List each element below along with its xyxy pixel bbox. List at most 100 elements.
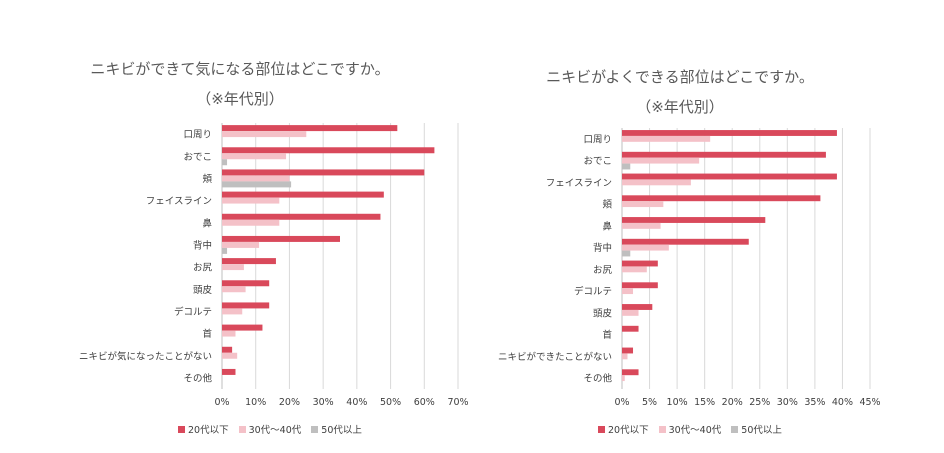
category-label: デコルテ [174,306,212,318]
x-tick-label: 0% [214,397,229,408]
bar-1 [622,151,826,158]
x-tick-label: 70% [447,397,468,408]
category-label: デコルテ [574,286,612,298]
chart-subtitle: （※年代別） [196,90,284,108]
legend-swatch [658,425,666,433]
bar-2 [622,201,664,208]
chart-plot: 0% 10% 20% 30% 40% 50% 60% 70% 口周りおでこ頬フェイスライン鼻背中… [79,123,469,408]
x-tick-label: 60% [414,397,435,408]
bar-2 [622,266,647,273]
bar-2 [622,288,634,295]
bar-1 [222,169,425,176]
x-tick-label: 20% [279,397,300,408]
bar-1 [622,238,749,245]
bar-1 [222,302,270,309]
category-label: おでこ [583,156,612,167]
bar-2 [622,222,661,229]
category-label: 背中 [193,239,212,251]
legend-swatch [311,425,319,433]
legend-item: 20代以下 [178,422,229,436]
bar-1 [222,258,276,265]
x-tick-label: 0% [614,397,629,408]
bar-1 [622,282,658,289]
x-tick-label: 30% [777,397,798,408]
bar-2 [222,175,290,182]
chart-right: ニキビがよくできる部位はどこですか。 （※年代別） 0% 5% 10% 15% 20% 2… [480,0,944,453]
category-label: 頬 [602,199,612,211]
bar-1 [622,217,766,223]
category-label: フェイスライン [546,178,612,189]
legend-label: 50代以上 [321,425,362,436]
bar-1 [222,280,270,287]
bar-2 [622,309,639,316]
legend-swatch [238,425,246,433]
bar-2 [622,179,691,186]
category-label: 首 [602,329,612,341]
bar-2 [222,153,287,160]
x-tick-label: 25% [749,397,770,408]
x-tick-label: 5% [642,397,657,408]
category-label: その他 [583,373,612,385]
x-tick-label: 35% [804,397,825,408]
x-tick-label: 10% [667,397,688,408]
x-tick-label: 15% [694,397,715,408]
category-label: 頬 [202,173,212,185]
bar-1 [622,130,837,136]
bar-3 [222,247,228,254]
category-label: 首 [202,328,212,340]
bar-2 [222,219,280,226]
bar-2 [222,197,280,204]
legend-item: 30代～40代 [658,422,722,436]
category-label: 頭皮 [193,284,213,296]
x-tick-label: 40% [832,397,853,408]
legend-label: 30代～40代 [668,425,722,436]
bar-2 [222,131,307,138]
bar-1 [222,191,384,198]
category-label: 口周り [183,130,212,141]
bar-3 [622,250,631,257]
x-tick-label: 45% [859,397,880,408]
x-tick-label: 50% [380,397,401,408]
legend-label: 20代以下 [608,425,649,436]
bar-2 [622,375,625,382]
legend-swatch [598,425,605,433]
bar-1 [222,125,398,132]
x-tick-label: 10% [245,397,266,408]
category-label: その他 [183,372,212,384]
bar-1 [622,347,634,354]
bar-3 [622,163,631,170]
bar-2 [622,244,669,251]
legend-swatch [178,425,185,433]
bar-1 [622,369,639,376]
legend-label: 30代～40代 [248,425,302,436]
chart-title: ニキビがよくできる部位はどこですか。 [546,68,814,86]
category-label: お尻 [593,265,613,276]
category-label: ニキビが気になったことがない [79,350,212,362]
legend-label: 50代以上 [741,425,782,436]
bar-1 [222,235,340,242]
x-tick-label: 30% [313,397,334,408]
bar-2 [622,135,711,142]
category-label: 頭皮 [593,307,613,319]
bar-1 [222,324,263,331]
bar-2 [222,286,246,293]
bar-1 [222,368,236,375]
legend-label: 20代以下 [188,425,229,436]
bar-2 [222,308,243,315]
bar-2 [222,352,238,359]
bar-1 [622,260,658,267]
bar-2 [222,330,236,337]
category-label: フェイスライン [146,196,212,207]
bar-1 [222,213,381,220]
chart-plot: 0% 5% 10% 15% 20% 25% 30% 35% 40% 45% 口周りおでこフェイスライ… [498,128,881,408]
chart-legend: 20代以下 30代～40代 50代以上 [178,422,362,436]
category-label: 鼻 [202,217,212,229]
bar-1 [622,195,821,202]
bar-2 [222,241,260,248]
bar-1 [222,147,435,154]
x-tick-label: 40% [346,397,367,408]
bar-2 [622,157,700,164]
bar-3 [222,181,292,188]
chart-left: ニキビができて気になる部位はどこですか。 （※年代別） 0% 10% 20% 30% 4… [79,60,469,436]
bar-3 [222,159,228,166]
